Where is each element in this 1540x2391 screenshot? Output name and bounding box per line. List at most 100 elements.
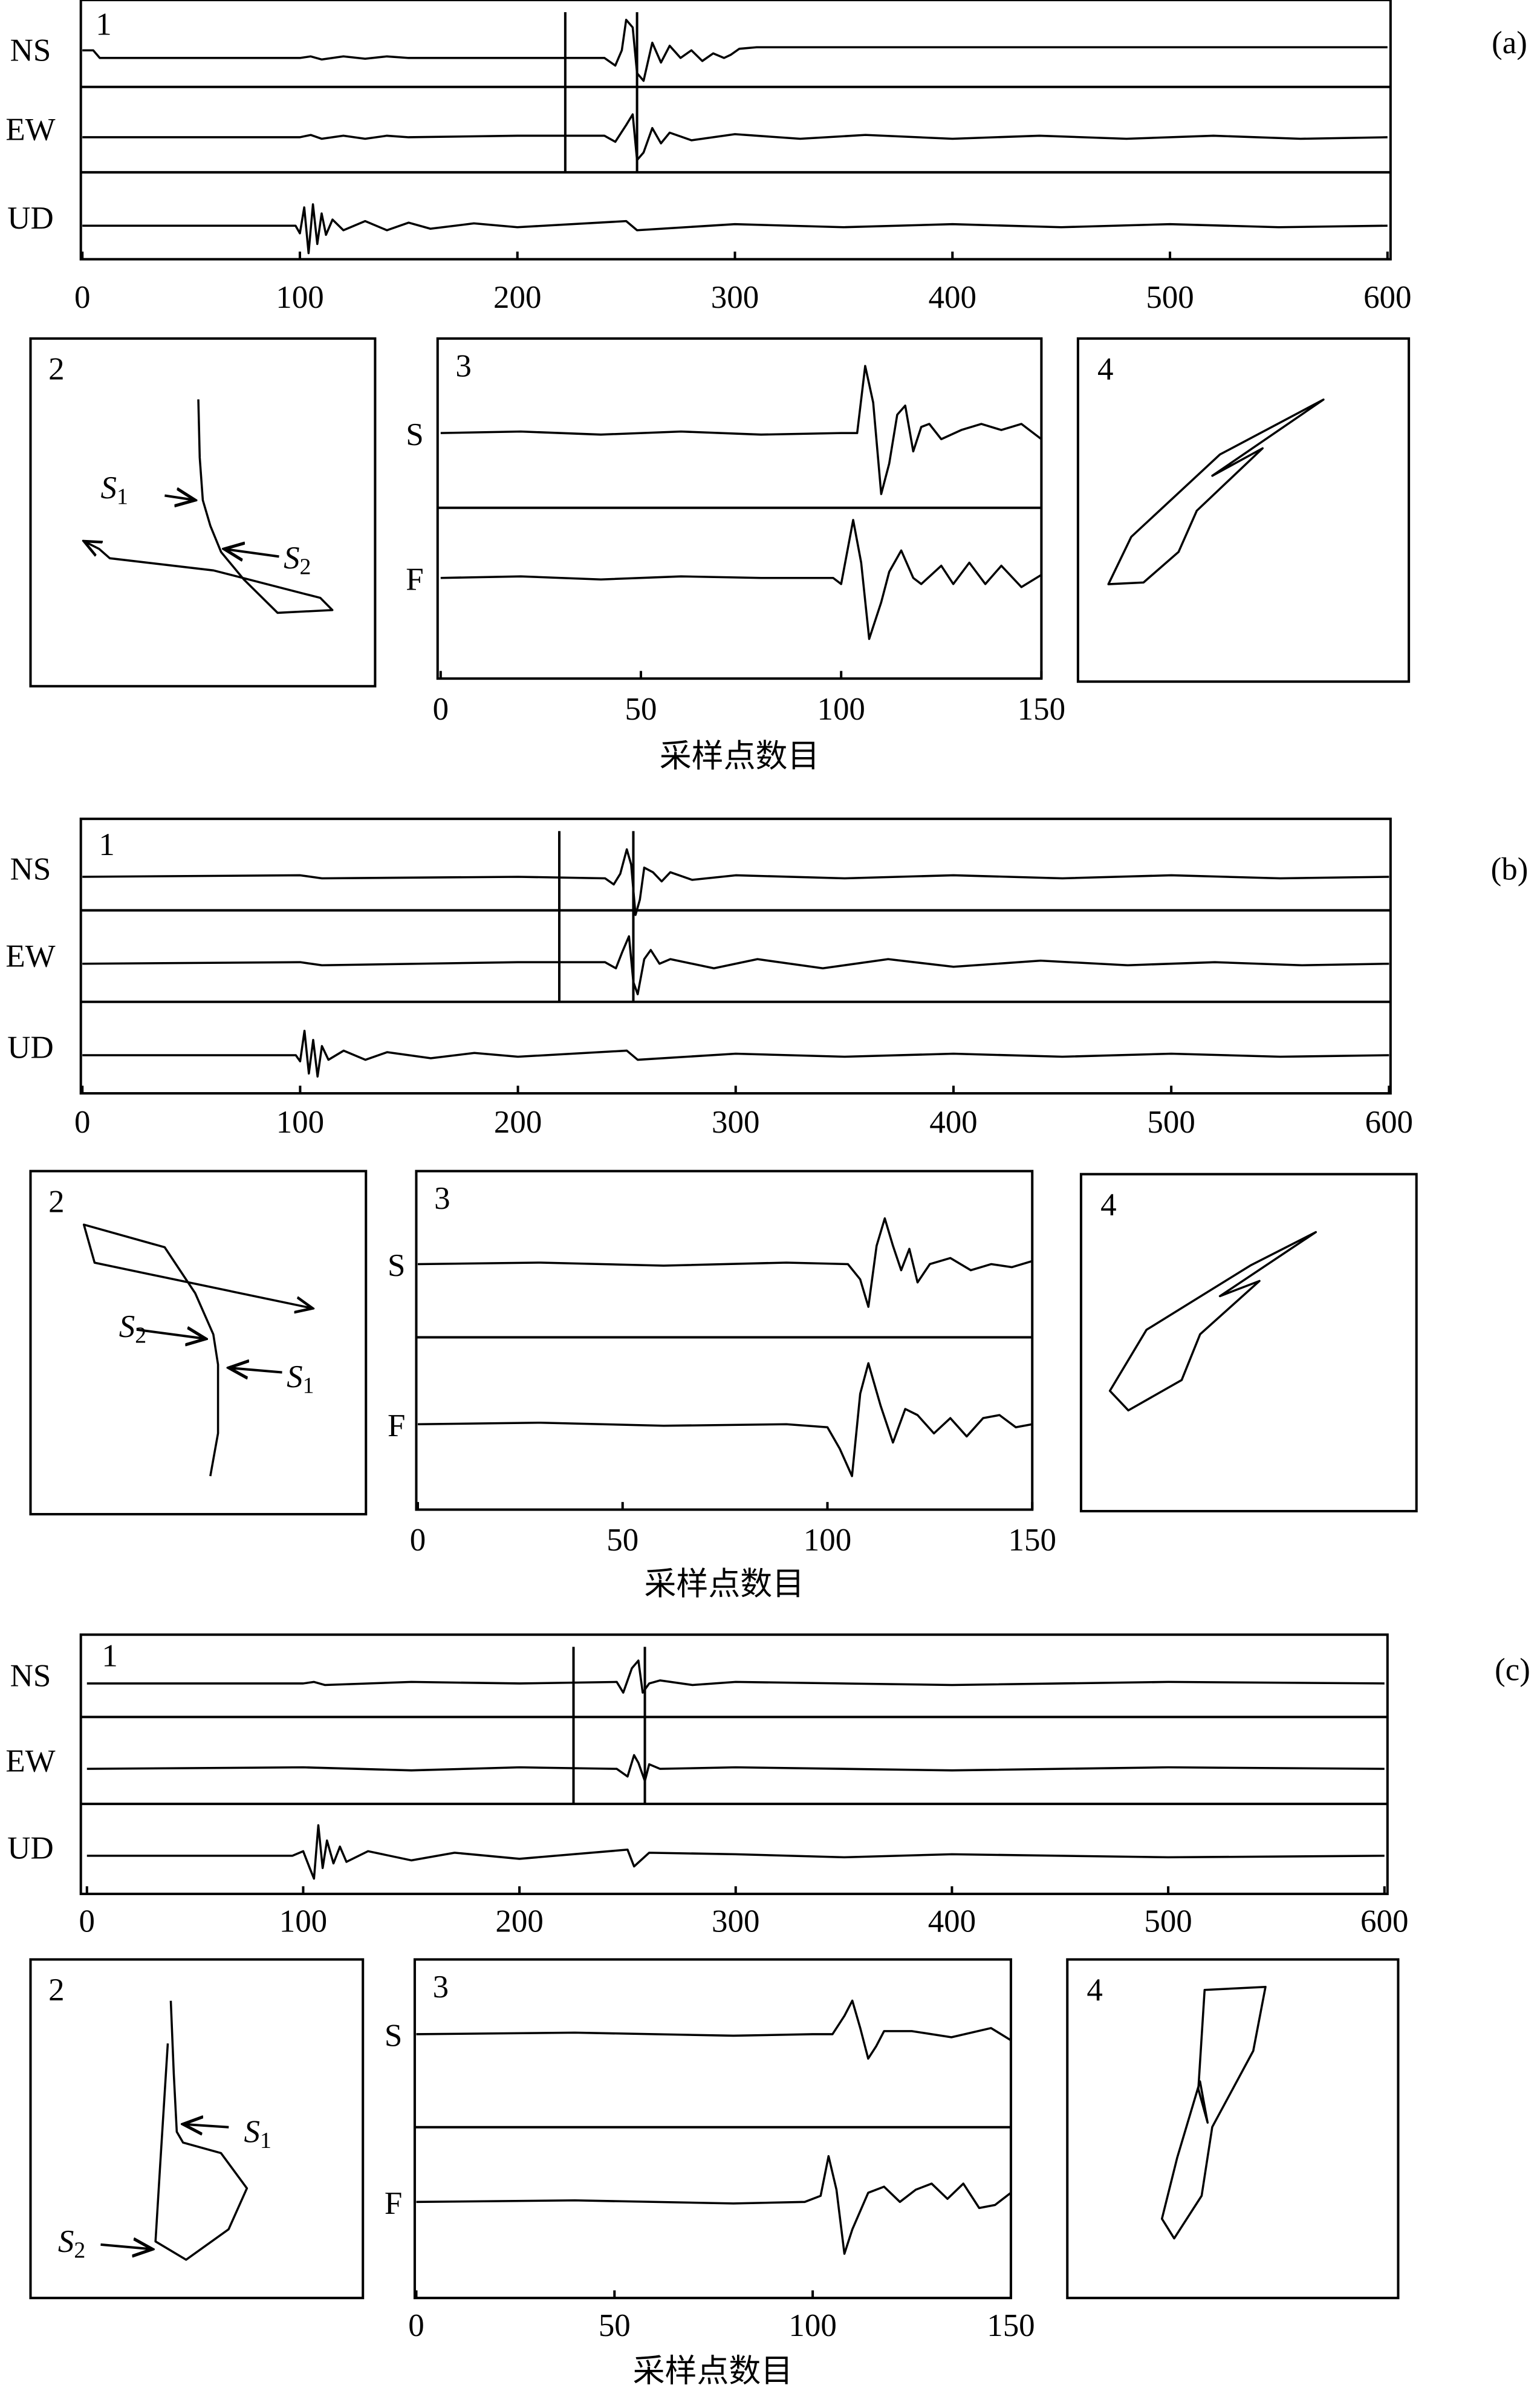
- plot-frame: [29, 1169, 368, 1516]
- x-tick-label: 0: [433, 692, 449, 727]
- x-tick-label: 50: [599, 2308, 631, 2343]
- trajectory: [154, 2000, 249, 2261]
- annotation-arrow: [224, 549, 279, 557]
- plot-frame: [29, 337, 377, 688]
- waveform: [82, 113, 1388, 161]
- x-tick-label: 100: [276, 280, 323, 315]
- annotation-arrow: [137, 1330, 206, 1339]
- trace-name: S: [385, 2019, 402, 2054]
- subplot-number: 3: [455, 348, 471, 383]
- polarization-curve: [1160, 1985, 1267, 2240]
- x-axis-title: 采样点数目: [660, 738, 820, 775]
- x-tick-label: 100: [276, 1105, 324, 1140]
- waveform: [82, 203, 1388, 255]
- trace-name: EW: [5, 939, 55, 974]
- waveform: [82, 1029, 1389, 1078]
- x-tick-label: 150: [1009, 1523, 1056, 1558]
- waveform: [416, 2155, 1012, 2255]
- polarization-curve: [1107, 398, 1325, 585]
- x-tick-label: 150: [1018, 692, 1065, 727]
- trace-name: NS: [10, 33, 51, 68]
- x-tick-label: 0: [74, 280, 90, 315]
- x-tick-label: 100: [279, 1904, 327, 1939]
- waveform: [82, 19, 1388, 82]
- x-tick-label: 100: [788, 2308, 836, 2343]
- plot-frame: [1076, 337, 1411, 683]
- x-tick-label: 300: [711, 280, 759, 315]
- annotation-subscript: 1: [260, 2128, 271, 2153]
- annotation: S1: [100, 470, 128, 509]
- plot-frame: [79, 1633, 1389, 1895]
- trace-name: EW: [5, 1744, 55, 1779]
- subplot-number: 3: [433, 1970, 449, 2005]
- waveform: [440, 365, 1042, 495]
- x-tick-label: 300: [712, 1105, 759, 1140]
- subplot-number: 3: [434, 1181, 450, 1216]
- subplot-number: 4: [1097, 351, 1113, 386]
- trace-name: NS: [10, 1659, 51, 1694]
- x-tick-label: 0: [74, 1105, 90, 1140]
- x-tick-label: 200: [493, 280, 541, 315]
- x-tick-label: 50: [625, 692, 657, 727]
- annotation-arrow: [164, 496, 195, 501]
- x-tick-label: 600: [1363, 280, 1411, 315]
- x-tick-label: 0: [410, 1523, 426, 1558]
- waveform: [86, 1824, 1385, 1880]
- x-tick-label: 400: [928, 1904, 976, 1939]
- waveform: [417, 1362, 1033, 1477]
- trace-name: UD: [7, 201, 53, 236]
- x-tick-label: 500: [1147, 1105, 1195, 1140]
- subplot-number: 2: [48, 1184, 64, 1219]
- panel-label: (a): [1492, 25, 1527, 60]
- subplot-number: 1: [99, 827, 114, 862]
- x-tick-label: 400: [929, 280, 976, 315]
- annotation-symbol: S: [284, 541, 299, 576]
- panel-label: (c): [1495, 1652, 1530, 1687]
- annotation-symbol: S: [58, 2224, 74, 2259]
- annotation: S2: [58, 2224, 85, 2263]
- trace-name: EW: [5, 112, 55, 148]
- trace-name: S: [388, 1248, 405, 1283]
- x-tick-label: 600: [1360, 1904, 1408, 1939]
- trace-name: F: [385, 2186, 402, 2221]
- x-tick-label: 50: [606, 1523, 638, 1558]
- waveform: [82, 935, 1389, 995]
- plot-frame: [415, 1169, 1034, 1511]
- plot-frame: [79, 0, 1392, 261]
- trajectory: [84, 399, 334, 614]
- waveform: [82, 848, 1389, 916]
- subplot-number: 4: [1087, 1973, 1102, 2008]
- annotation: S1: [287, 1359, 314, 1398]
- x-tick-label: 600: [1365, 1105, 1413, 1140]
- annotation-arrow: [183, 2124, 229, 2127]
- plot-frame: [413, 1958, 1012, 2300]
- waveform: [86, 1754, 1385, 1783]
- panel-label: (b): [1491, 852, 1529, 887]
- trajectory: [82, 1223, 313, 1477]
- waveform: [440, 519, 1042, 640]
- plot-frame: [79, 818, 1392, 1095]
- trace-name: F: [406, 562, 423, 597]
- annotation-subscript: 2: [300, 554, 311, 579]
- subplot-number: 2: [48, 351, 64, 386]
- annotation-symbol: S: [100, 470, 116, 506]
- x-tick-label: 0: [408, 2308, 424, 2343]
- annotation-symbol: S: [119, 1309, 135, 1344]
- annotation-subscript: 2: [74, 2237, 85, 2263]
- x-tick-label: 500: [1146, 280, 1194, 315]
- polarization-curve: [1108, 1231, 1317, 1412]
- annotation: S2: [284, 541, 311, 579]
- x-tick-label: 150: [987, 2308, 1035, 2343]
- waveform: [416, 1999, 1012, 2060]
- annotation-arrow: [229, 1368, 282, 1373]
- trace-name: S: [406, 417, 423, 452]
- x-tick-label: 400: [929, 1105, 977, 1140]
- trace-name: F: [388, 1408, 405, 1443]
- annotation-subscript: 1: [303, 1373, 314, 1398]
- x-axis-title: 采样点数目: [644, 1566, 804, 1602]
- annotation: S2: [119, 1309, 146, 1348]
- x-tick-label: 100: [804, 1523, 851, 1558]
- subplot-number: 1: [96, 7, 111, 42]
- trace-name: UD: [7, 1030, 53, 1065]
